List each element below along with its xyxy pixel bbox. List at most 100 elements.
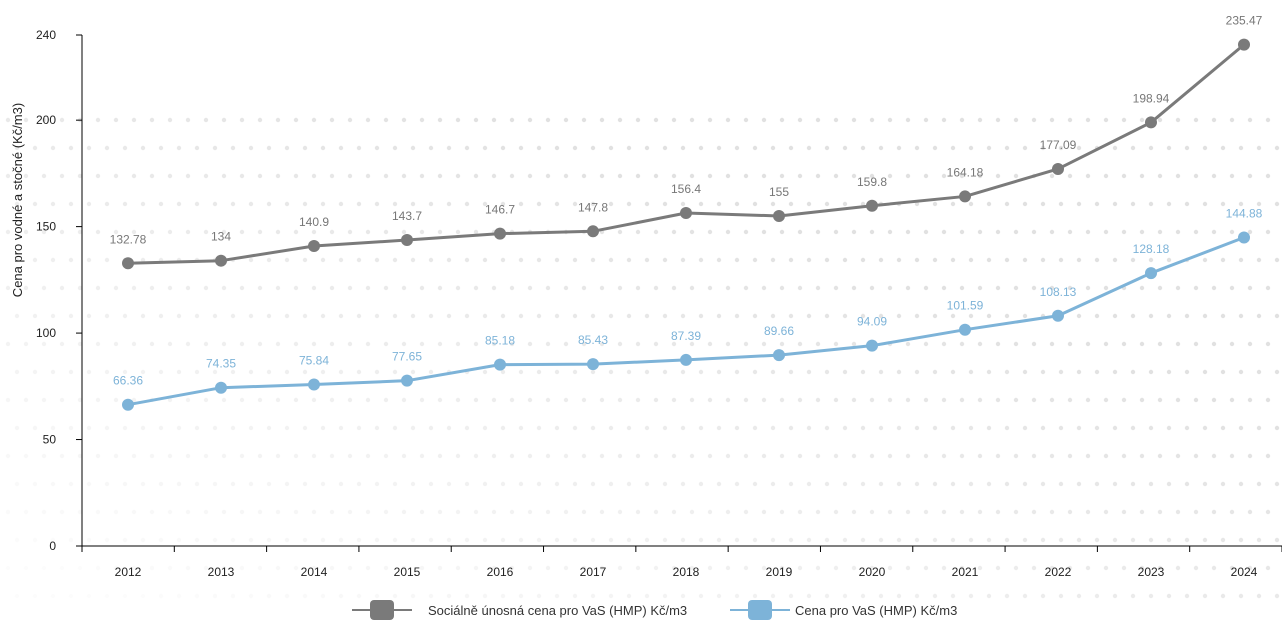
bg-dot [194, 537, 200, 543]
data-label: 146.7 [485, 203, 515, 217]
bg-dot [302, 145, 308, 151]
bg-dot [311, 453, 317, 459]
bg-dot [698, 145, 704, 151]
bg-dot [680, 257, 686, 263]
bg-dot [968, 481, 974, 487]
bg-dot [1013, 229, 1019, 235]
bg-dot [878, 537, 884, 543]
bg-dot [815, 229, 821, 235]
bg-dot [86, 481, 92, 487]
bg-dot [257, 285, 263, 291]
bg-dot [113, 229, 119, 235]
bg-dot [167, 173, 173, 179]
bg-dot [950, 425, 956, 431]
bg-dot [95, 173, 101, 179]
bg-dot [1211, 453, 1217, 459]
bg-dot [122, 537, 128, 543]
bg-dot [941, 341, 947, 347]
bg-dot [932, 537, 938, 543]
bg-dot [752, 481, 758, 487]
bg-dot [419, 397, 425, 403]
bg-dot [662, 369, 668, 375]
bg-dot [1094, 201, 1100, 207]
y-tick-label: 200 [36, 113, 56, 127]
bg-dot [1058, 257, 1064, 263]
bg-dot [311, 509, 317, 515]
bg-dot [968, 313, 974, 319]
bg-dot [1058, 481, 1064, 487]
bg-dot [365, 117, 371, 123]
bg-dot [311, 229, 317, 235]
bg-dot [671, 453, 677, 459]
bg-dot [68, 537, 74, 543]
bg-dot [905, 173, 911, 179]
bg-dot [932, 593, 938, 599]
bg-dot [734, 537, 740, 543]
bg-dot [410, 369, 416, 375]
bg-dot [140, 257, 146, 263]
bg-dot [248, 257, 254, 263]
bg-dot [356, 257, 362, 263]
bg-dot [1004, 481, 1010, 487]
bg-dot [1247, 565, 1253, 571]
bg-dot [1130, 369, 1136, 375]
bg-dot [1184, 425, 1190, 431]
bg-dot [302, 593, 308, 599]
bg-dot [86, 537, 92, 543]
bg-dot [482, 537, 488, 543]
bg-dot [977, 397, 983, 403]
bg-dot [401, 397, 407, 403]
bg-dot [779, 509, 785, 515]
bg-dot [680, 369, 686, 375]
bg-dot [1112, 425, 1118, 431]
bg-dot [392, 537, 398, 543]
bg-dot [698, 313, 704, 319]
bg-dot [1085, 509, 1091, 515]
y-tick-label: 0 [49, 539, 56, 553]
bg-dot [1031, 509, 1037, 515]
bg-dot [59, 285, 65, 291]
bg-dot [176, 593, 182, 599]
bg-dot [896, 425, 902, 431]
bg-dot [617, 397, 623, 403]
bg-dot [671, 565, 677, 571]
bg-dot [194, 593, 200, 599]
data-label: 85.18 [485, 334, 515, 348]
bg-dot [644, 481, 650, 487]
bg-dot [590, 537, 596, 543]
bg-dot [896, 593, 902, 599]
bg-dot [644, 257, 650, 263]
bg-dot [239, 509, 245, 515]
bg-dot [473, 117, 479, 123]
bg-dot [527, 565, 533, 571]
bg-dot [140, 145, 146, 151]
bg-dot [383, 341, 389, 347]
bg-dot [167, 285, 173, 291]
bg-dot [725, 117, 731, 123]
bg-dot [599, 341, 605, 347]
bg-dot [230, 425, 236, 431]
bg-dot [365, 229, 371, 235]
bg-dot [1211, 173, 1217, 179]
bg-dot [716, 425, 722, 431]
bg-dot [473, 173, 479, 179]
bg-dot [761, 509, 767, 515]
bg-dot [1076, 481, 1082, 487]
bg-dot [932, 201, 938, 207]
x-tick-label: 2020 [859, 565, 886, 579]
bg-dot [257, 173, 263, 179]
bg-dot [293, 509, 299, 515]
bg-dot [725, 341, 731, 347]
bg-dot [347, 117, 353, 123]
bg-dot [302, 257, 308, 263]
bg-dot [284, 425, 290, 431]
bg-dot [1256, 201, 1262, 207]
bg-dot [779, 229, 785, 235]
bg-dot [86, 593, 92, 599]
bg-dot [1157, 509, 1163, 515]
bg-dot [149, 453, 155, 459]
bg-dot [671, 509, 677, 515]
bg-dot [671, 229, 677, 235]
bg-dot [347, 229, 353, 235]
bg-dot [1094, 369, 1100, 375]
